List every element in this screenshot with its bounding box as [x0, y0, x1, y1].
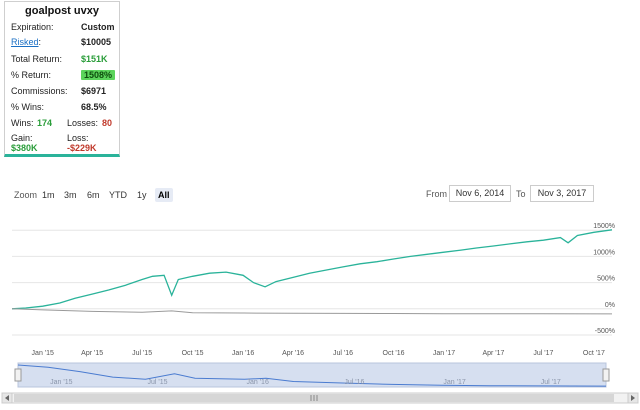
y-tick-label: -500%: [595, 328, 615, 335]
range-selector: Zoom 1m 3m 6m YTD 1y All From Nov 6, 201…: [0, 184, 640, 208]
x-tick-label: Oct '15: [182, 350, 204, 357]
navigator-tick-label: Jul '15: [147, 379, 167, 386]
zoom-1m-button[interactable]: 1m: [42, 190, 55, 200]
y-tick-label: 1000%: [593, 249, 615, 256]
equity-chart: -500% 0% 500% 1000% 1500% Jan '15 Apr '15 Jul '…: [0, 215, 640, 405]
x-tick-label: Apr '17: [482, 350, 504, 357]
gain-value: $380K: [11, 143, 38, 153]
expiration-label: Expiration:: [11, 22, 54, 32]
commissions-label: Commissions:: [11, 86, 68, 96]
navigator-tick-label: Jan '17: [443, 379, 465, 386]
zoom-3m-button[interactable]: 3m: [64, 190, 77, 200]
strategy-summary-card: goalpost uvxy Expiration: Custom Risked:…: [4, 1, 120, 157]
x-tick-label: Jan '16: [232, 350, 254, 357]
loss-value: -$229K: [67, 143, 97, 153]
chevron-left-icon: [5, 395, 9, 401]
x-tick-label: Jan '15: [32, 350, 54, 357]
x-tick-label: Apr '15: [81, 350, 103, 357]
total-return-label: Total Return:: [11, 54, 63, 64]
x-tick-label: Jul '15: [132, 350, 152, 357]
commissions-row: Commissions: $6971: [11, 85, 115, 97]
expiration-row: Expiration: Custom: [11, 21, 115, 33]
x-tick-label: Jan '17: [433, 350, 455, 357]
losses-label: Losses:: [67, 118, 99, 128]
chevron-right-icon: [631, 395, 635, 401]
zoom-label: Zoom: [14, 190, 38, 200]
navigator-left-handle[interactable]: [14, 368, 22, 382]
chart-canvas: -500% 0% 500% 1000% 1500% Jan '15 Apr '15 Jul '…: [1, 223, 639, 404]
zoom-ytd-button[interactable]: YTD: [109, 190, 127, 200]
pct-wins-value: 68.5%: [81, 102, 107, 112]
pct-return-badge: 1508%: [81, 70, 116, 80]
y-tick-label: 500%: [597, 276, 615, 283]
navigator-series-line: [17, 364, 607, 387]
underlying-return-line: [11, 308, 613, 315]
risked-colon: :: [38, 37, 42, 47]
wins-losses-row: Wins: 174 Losses: 80: [11, 117, 115, 129]
strategy-return-line: [11, 229, 613, 310]
gain-loss-label-row: Gain: Loss:: [11, 132, 115, 144]
pct-return-label: % Return:: [11, 70, 52, 80]
scrollbar-grip-icon: [310, 395, 318, 401]
y-tick-label: 0%: [605, 302, 615, 309]
risked-link[interactable]: Risked: [11, 37, 39, 47]
total-return-value: $151K: [81, 54, 108, 64]
loss-label: Loss:: [67, 133, 89, 143]
zoom-1y-button[interactable]: 1y: [137, 190, 147, 200]
x-tick-label: Jul '17: [533, 350, 553, 357]
to-date-input[interactable]: Nov 3, 2017: [530, 185, 594, 202]
pct-wins-label: % Wins:: [11, 102, 45, 112]
gain-label: Gain:: [11, 133, 33, 143]
zoom-all-button[interactable]: All: [155, 188, 173, 202]
from-label: From: [426, 189, 447, 199]
navigator-tick-label: Jan '15: [50, 379, 72, 386]
pct-wins-row: % Wins: 68.5%: [11, 101, 115, 113]
to-label: To: [516, 189, 526, 199]
x-tick-label: Apr '16: [282, 350, 304, 357]
navigator-window: [17, 362, 607, 388]
total-return-row: Total Return: $151K: [11, 53, 115, 65]
risked-row: Risked: $10005: [11, 36, 115, 48]
risked-value: $10005: [81, 37, 112, 47]
navigator-tick-label: Jul '17: [541, 379, 561, 386]
expiration-value: Custom: [81, 22, 115, 32]
navigator-tick-label: Jan '16: [246, 379, 268, 386]
x-tick-label: Oct '17: [583, 350, 605, 357]
gain-loss-value-row: $380K -$229K: [11, 142, 115, 154]
navigator-tick-label: Jul '16: [344, 379, 364, 386]
x-tick-label: Jul '16: [333, 350, 353, 357]
navigator-right-handle[interactable]: [602, 368, 610, 382]
zoom-6m-button[interactable]: 6m: [87, 190, 100, 200]
commissions-value: $6971: [81, 86, 107, 96]
pct-return-row: % Return: 1508%: [11, 69, 116, 81]
strategy-title: goalpost uvxy: [25, 5, 99, 17]
wins-label: Wins:: [11, 118, 34, 128]
y-tick-label: 1500%: [593, 223, 615, 230]
wins-value: 174: [37, 118, 53, 128]
losses-value: 80: [102, 118, 113, 128]
from-date-input[interactable]: Nov 6, 2014: [449, 185, 511, 202]
x-tick-label: Oct '16: [383, 350, 405, 357]
